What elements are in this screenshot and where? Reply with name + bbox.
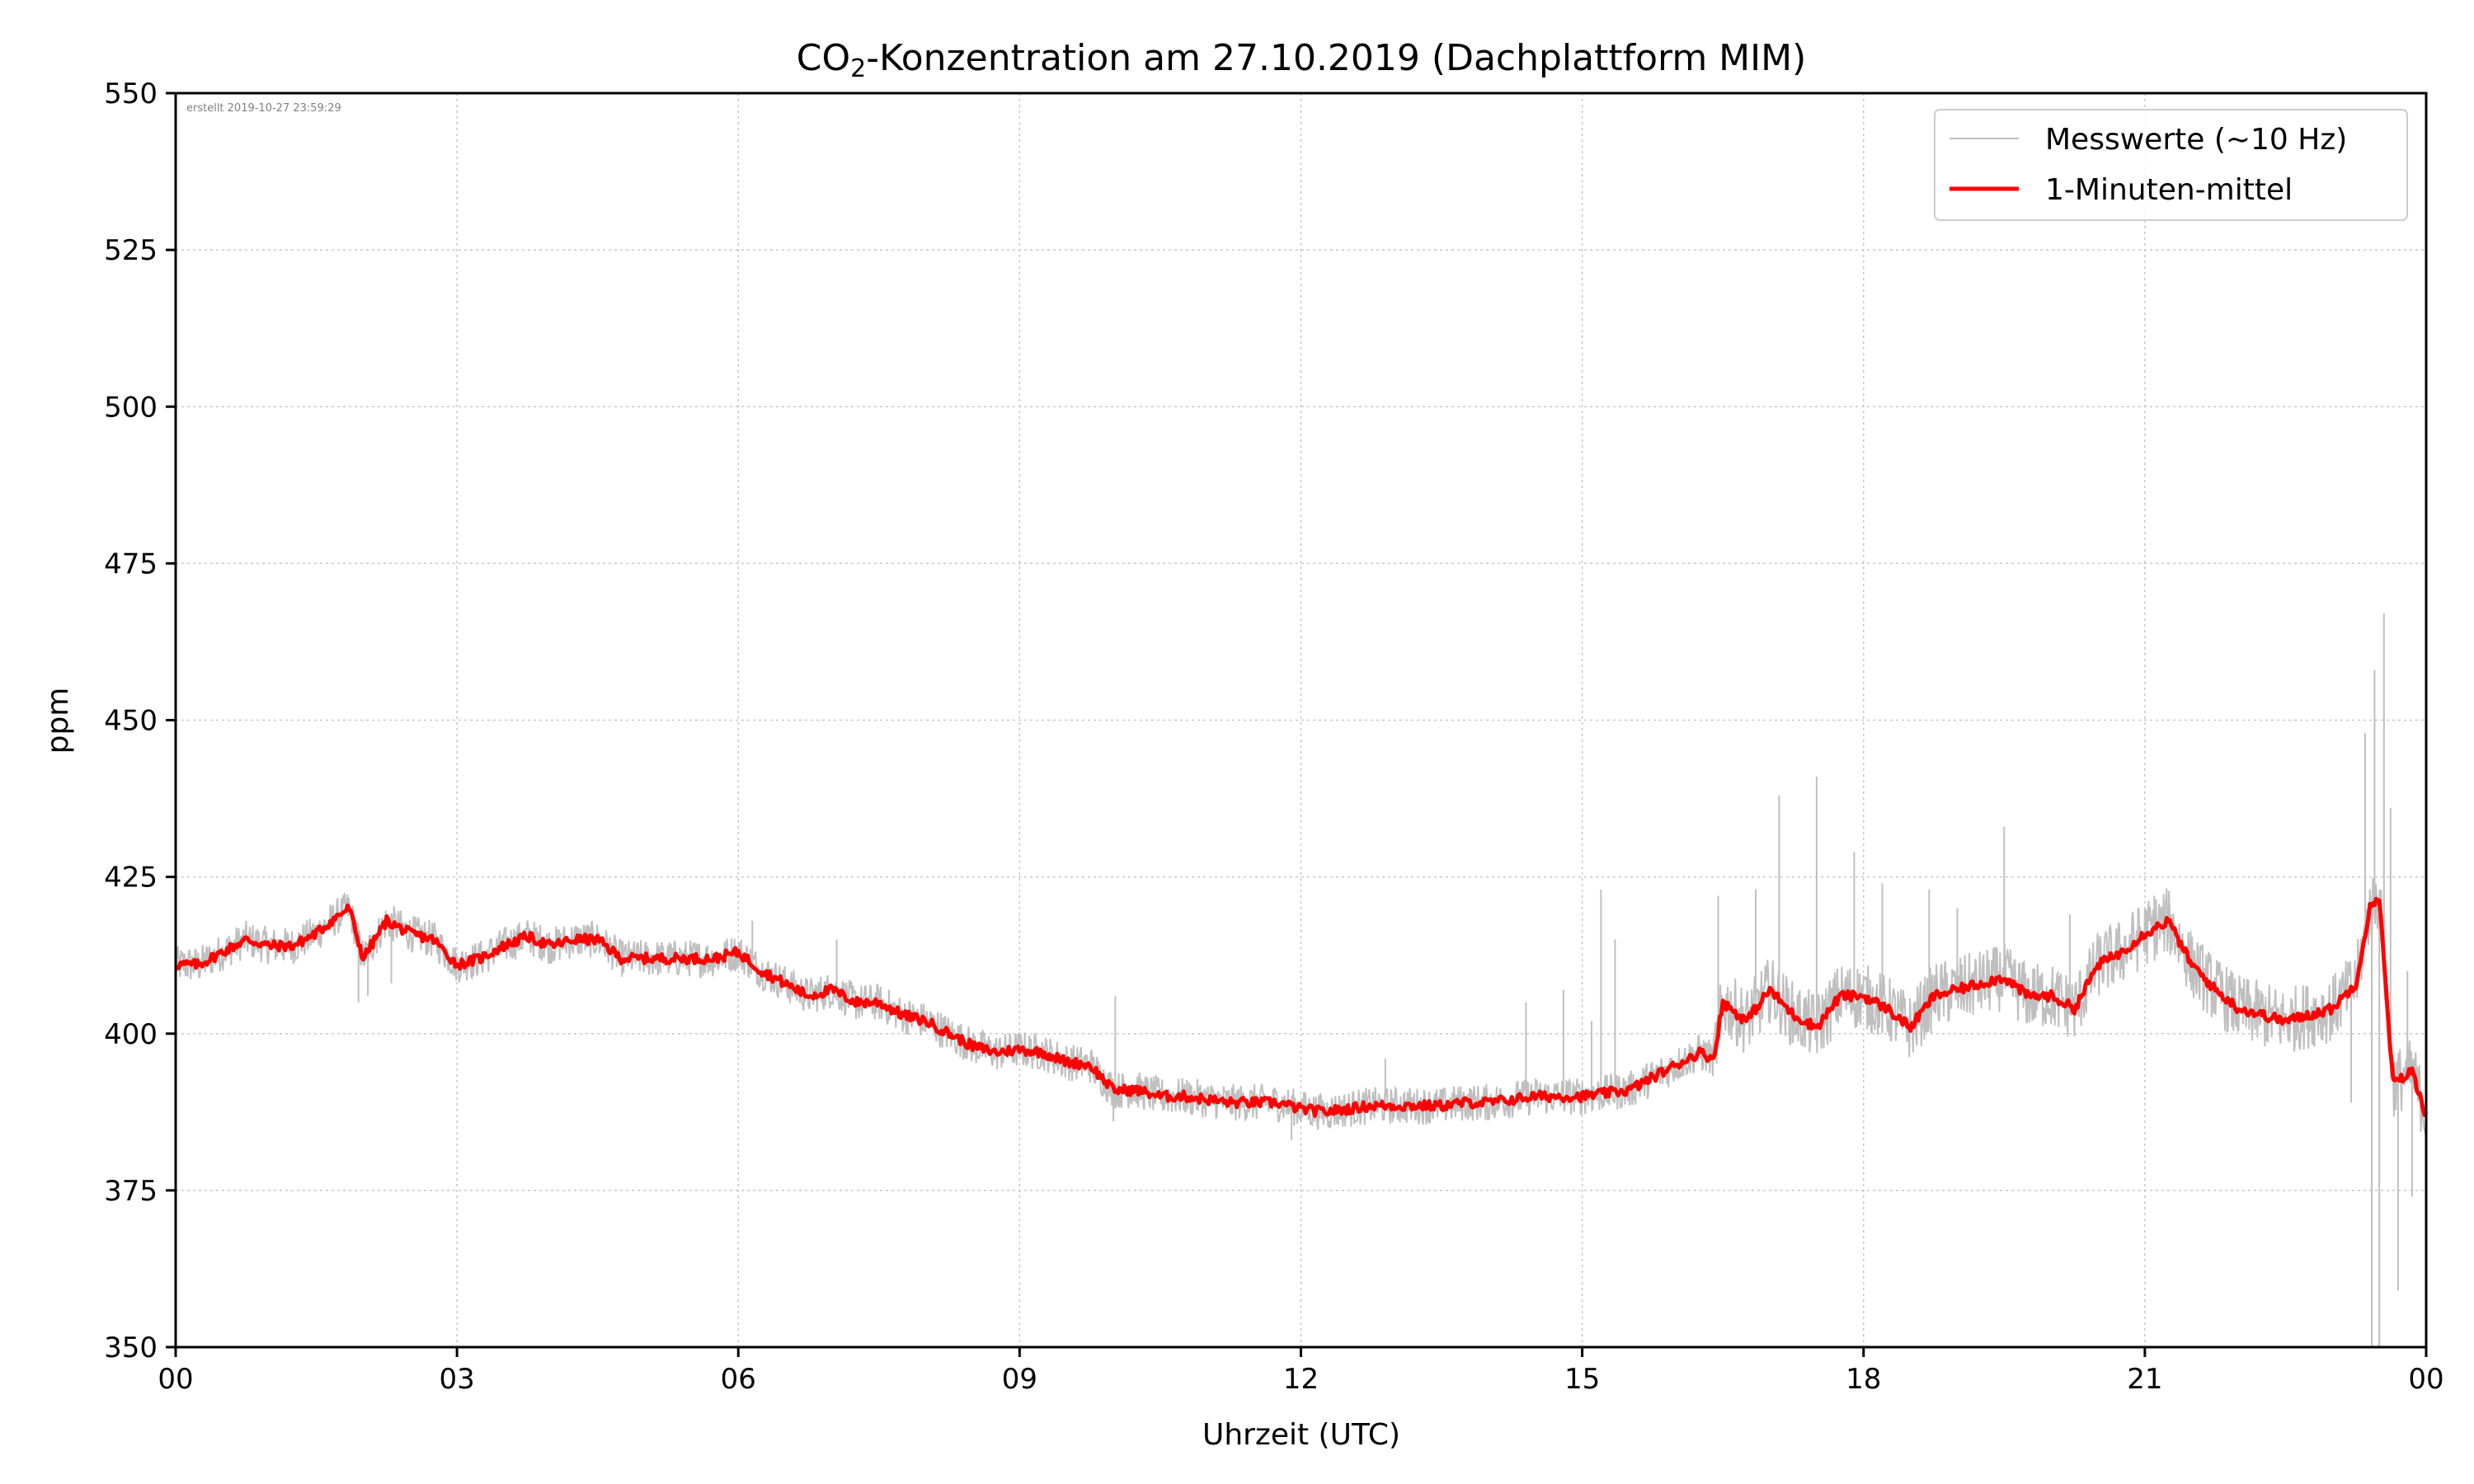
y-tick-label: 475 (104, 547, 158, 580)
y-tick-label: 500 (104, 391, 158, 424)
x-tick-label: 21 (2127, 1363, 2162, 1396)
x-tick-label: 15 (1564, 1363, 1600, 1396)
y-tick-label: 400 (104, 1018, 158, 1051)
x-tick-label: 00 (2408, 1363, 2443, 1396)
y-tick-label: 450 (104, 705, 158, 738)
legend-raw-label: Messwerte (~10 Hz) (2045, 123, 2347, 157)
x-tick-label: 09 (1002, 1363, 1037, 1396)
x-tick-label: 06 (721, 1363, 756, 1396)
x-axis-label: Uhrzeit (UTC) (1202, 1418, 1400, 1452)
y-tick-label: 375 (104, 1175, 158, 1208)
y-tick-label: 550 (104, 77, 158, 110)
legend-box (1934, 109, 2408, 221)
x-tick-label: 18 (1846, 1363, 1881, 1396)
y-tick-label: 350 (104, 1331, 158, 1364)
legend-mean-label: 1-Minuten-mittel (2045, 173, 2293, 207)
creation-stamp: erstellt 2019-10-27 23:59:29 (186, 102, 341, 115)
y-tick-label: 525 (104, 234, 158, 267)
y-axis-label: ppm (41, 688, 75, 754)
x-tick-label: 12 (1283, 1363, 1319, 1396)
x-tick-label: 03 (439, 1363, 474, 1396)
y-axis: 350 375 400 425 450 475 500 525 550 (104, 77, 176, 1364)
mean-series (174, 896, 2429, 1118)
x-axis: 00 03 06 09 12 15 18 21 00 (158, 1347, 2444, 1396)
legend: Messwerte (~10 Hz) 1-Minuten-mittel (1934, 109, 2408, 221)
grid (175, 92, 2427, 1348)
y-tick-label: 425 (104, 862, 158, 895)
mean-line (174, 896, 2429, 1118)
chart-title: CO2-Konzentration am 27.10.2019 (Dachpla… (797, 37, 1807, 83)
x-tick-label: 00 (158, 1363, 193, 1396)
